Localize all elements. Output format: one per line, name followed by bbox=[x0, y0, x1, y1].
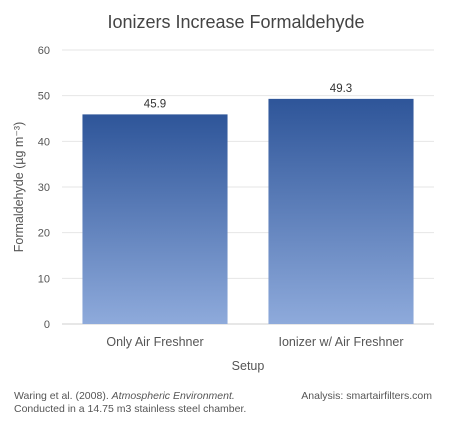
y-tick-label: 40 bbox=[38, 136, 50, 148]
y-tick-label: 20 bbox=[38, 228, 50, 240]
x-tick-label: Only Air Freshner bbox=[106, 335, 203, 349]
y-tick-label: 10 bbox=[38, 273, 50, 285]
bar bbox=[268, 98, 414, 324]
analysis-credit: Analysis: smartairfilters.com bbox=[301, 390, 432, 402]
citation-authors: Waring et al. (2008). bbox=[14, 390, 109, 402]
y-tick-label: 60 bbox=[38, 45, 50, 57]
x-tick-label: Ionizer w/ Air Freshner bbox=[278, 335, 403, 349]
citation-note: Conducted in a 14.75 m3 stainless steel … bbox=[14, 403, 247, 415]
x-axis-label: Setup bbox=[232, 359, 265, 373]
y-tick-label: 50 bbox=[38, 91, 50, 103]
y-tick-label: 0 bbox=[44, 319, 50, 331]
bar-value-label: 45.9 bbox=[144, 98, 166, 110]
citation: Waring et al. (2008). Atmospheric Enviro… bbox=[14, 390, 246, 416]
chart-title: Ionizers Increase Formaldehyde bbox=[107, 12, 364, 32]
bar-chart: Ionizers Increase Formaldehyde 0 10 20 30 40… bbox=[12, 12, 434, 373]
bar-value-label: 49.3 bbox=[330, 83, 352, 95]
bar bbox=[82, 114, 228, 324]
y-axis-label: Formaldehyde (µg m⁻³) bbox=[12, 122, 26, 253]
y-tick-label: 30 bbox=[38, 182, 50, 194]
citation-journal: Atmospheric Environment. bbox=[111, 390, 235, 402]
